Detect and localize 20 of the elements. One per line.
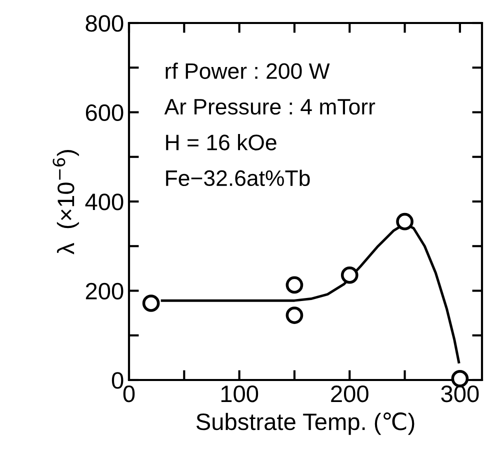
annotation: Ar Pressure : 4 mTorr [164, 99, 376, 115]
point [396, 212, 414, 230]
y-tick-label: 0 [112, 372, 124, 389]
x-axis-title: Substrate Temp. (℃) [196, 412, 414, 435]
annotation: Fe−32.6at%Tb [166, 170, 310, 186]
point [340, 266, 358, 284]
x-tick-label: 0 [123, 385, 135, 402]
point [286, 276, 304, 294]
y-tick-label: 800 [86, 15, 124, 32]
point [142, 294, 160, 312]
y-tick-label: 200 [86, 282, 124, 300]
point [286, 306, 304, 324]
annotation: H = 16 kOe [166, 134, 276, 150]
x-tick-label: 300 [441, 385, 479, 402]
x-tick-label: 200 [331, 385, 368, 402]
y-axis-title: λ (×10$^{−6}$) [52, 150, 79, 254]
y-tick-label: 600 [86, 104, 124, 122]
annotation: rf Power : 200 W [166, 62, 330, 79]
x-tick-label: 100 [221, 385, 258, 402]
y-tick-label: 400 [85, 194, 124, 210]
